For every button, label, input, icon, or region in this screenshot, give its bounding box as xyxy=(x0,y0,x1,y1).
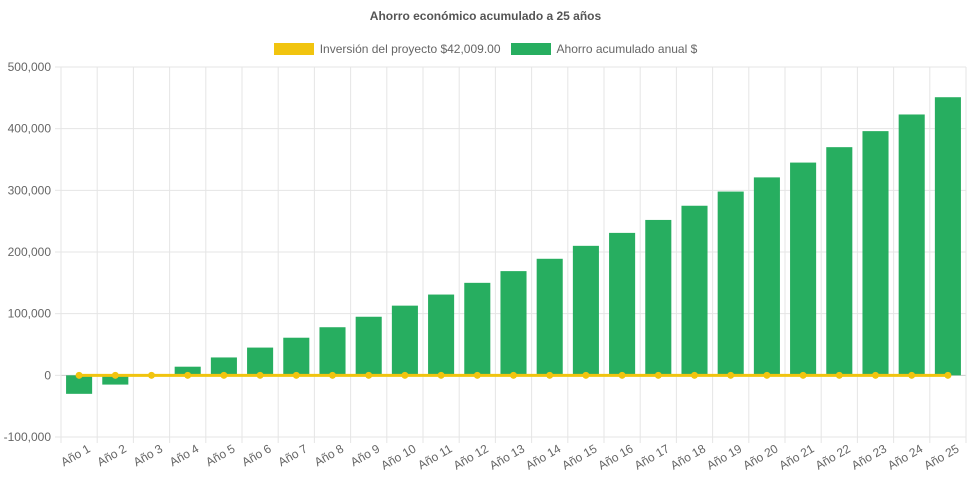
bar-savings-12 xyxy=(464,282,491,376)
x-tick-label: Año 23 xyxy=(849,441,889,472)
bar-savings-5 xyxy=(210,357,237,376)
bar-savings-11 xyxy=(428,294,455,376)
point-investment-24 xyxy=(908,371,916,379)
point-investment-18 xyxy=(691,371,698,379)
bar-savings-18 xyxy=(681,205,708,376)
x-tick-label: Año 14 xyxy=(523,441,563,472)
chart-title: Ahorro económico acumulado a 25 años xyxy=(369,9,602,23)
point-investment-6 xyxy=(256,371,264,379)
point-investment-12 xyxy=(473,371,481,379)
point-investment-14 xyxy=(546,371,554,379)
legend-label-savings: Ahorro acumulado anual $ xyxy=(556,42,698,56)
point-investment-1 xyxy=(75,371,83,379)
y-tick-label: 400,000 xyxy=(8,122,52,136)
x-tick-label: Año 3 xyxy=(131,441,165,469)
point-investment-8 xyxy=(329,371,336,379)
x-tick-label: Año 8 xyxy=(312,441,346,469)
point-investment-2 xyxy=(111,371,119,379)
legend: Inversión del proyecto $42,009.00 Ahorro… xyxy=(0,42,971,56)
x-tick-label: Año 6 xyxy=(239,441,273,469)
bar-savings-7 xyxy=(283,337,310,376)
x-tick-label: Año 5 xyxy=(203,441,237,469)
point-investment-21 xyxy=(799,371,807,379)
x-tick-label: Año 25 xyxy=(921,441,961,472)
point-investment-22 xyxy=(835,371,843,379)
bar-savings-4 xyxy=(174,366,201,376)
x-tick-label: Año 21 xyxy=(777,441,817,472)
x-tick-label: Año 17 xyxy=(632,441,672,472)
bar-savings-9 xyxy=(355,316,382,376)
point-investment-5 xyxy=(220,371,228,379)
point-investment-10 xyxy=(401,371,409,379)
point-investment-15 xyxy=(582,371,590,379)
bar-savings-6 xyxy=(247,347,274,376)
x-tick-label: Año 20 xyxy=(740,441,780,472)
point-investment-25 xyxy=(944,371,952,379)
point-investment-9 xyxy=(365,371,373,379)
point-investment-3 xyxy=(148,371,155,379)
bar-savings-17 xyxy=(645,219,672,376)
bar-savings-24 xyxy=(898,114,925,376)
point-investment-20 xyxy=(763,371,771,379)
legend-item-savings[interactable]: Ahorro acumulado anual $ xyxy=(510,42,698,56)
y-tick-label: 500,000 xyxy=(8,60,52,74)
point-investment-11 xyxy=(437,371,445,379)
bar-savings-14 xyxy=(536,258,563,376)
legend-item-investment[interactable]: Inversión del proyecto $42,009.00 xyxy=(273,42,501,56)
y-tick-label: 300,000 xyxy=(8,183,52,197)
x-tick-label: Año 2 xyxy=(95,441,129,469)
x-tick-label: Año 24 xyxy=(885,441,925,472)
bar-savings-2 xyxy=(102,375,129,385)
y-tick-label: 100,000 xyxy=(8,307,52,321)
bar-savings-15 xyxy=(572,245,599,376)
bar-savings-20 xyxy=(753,177,780,376)
bar-savings-1 xyxy=(66,375,93,394)
point-investment-17 xyxy=(654,371,662,379)
legend-swatch-savings xyxy=(510,43,551,55)
bar-savings-8 xyxy=(319,327,346,376)
bar-savings-19 xyxy=(717,191,744,376)
x-tick-label: Año 16 xyxy=(596,441,636,472)
x-tick-label: Año 12 xyxy=(451,441,491,472)
x-tick-label: Año 1 xyxy=(58,441,92,469)
bar-savings-21 xyxy=(790,162,817,376)
x-tick-label: Año 4 xyxy=(167,441,201,469)
x-tick-label: Año 11 xyxy=(415,441,454,472)
point-investment-7 xyxy=(292,371,300,379)
y-tick-label: 200,000 xyxy=(8,245,52,259)
x-tick-label: Año 19 xyxy=(704,441,744,472)
x-tick-label: Año 18 xyxy=(668,441,708,472)
bar-savings-22 xyxy=(826,147,853,376)
y-tick-label: -100,000 xyxy=(4,430,52,444)
x-tick-label: Año 7 xyxy=(276,441,310,469)
legend-label-investment: Inversión del proyecto $42,009.00 xyxy=(319,42,501,56)
point-investment-16 xyxy=(618,371,626,379)
bar-savings-16 xyxy=(609,232,636,376)
point-investment-13 xyxy=(510,371,517,379)
x-tick-label: Año 15 xyxy=(559,441,599,472)
legend-swatch-investment xyxy=(273,43,314,55)
bar-savings-10 xyxy=(391,305,418,376)
point-investment-4 xyxy=(184,371,192,379)
bar-savings-13 xyxy=(500,271,527,376)
bar-savings-23 xyxy=(862,131,889,376)
x-tick-label: Año 13 xyxy=(487,441,527,472)
x-tick-label: Año 22 xyxy=(813,441,853,472)
x-tick-label: Año 10 xyxy=(378,441,418,472)
bar-savings-25 xyxy=(934,97,961,376)
x-tick-label: Año 9 xyxy=(348,441,382,469)
point-investment-19 xyxy=(727,371,735,379)
y-tick-label: 0 xyxy=(44,368,51,382)
point-investment-23 xyxy=(872,371,879,379)
